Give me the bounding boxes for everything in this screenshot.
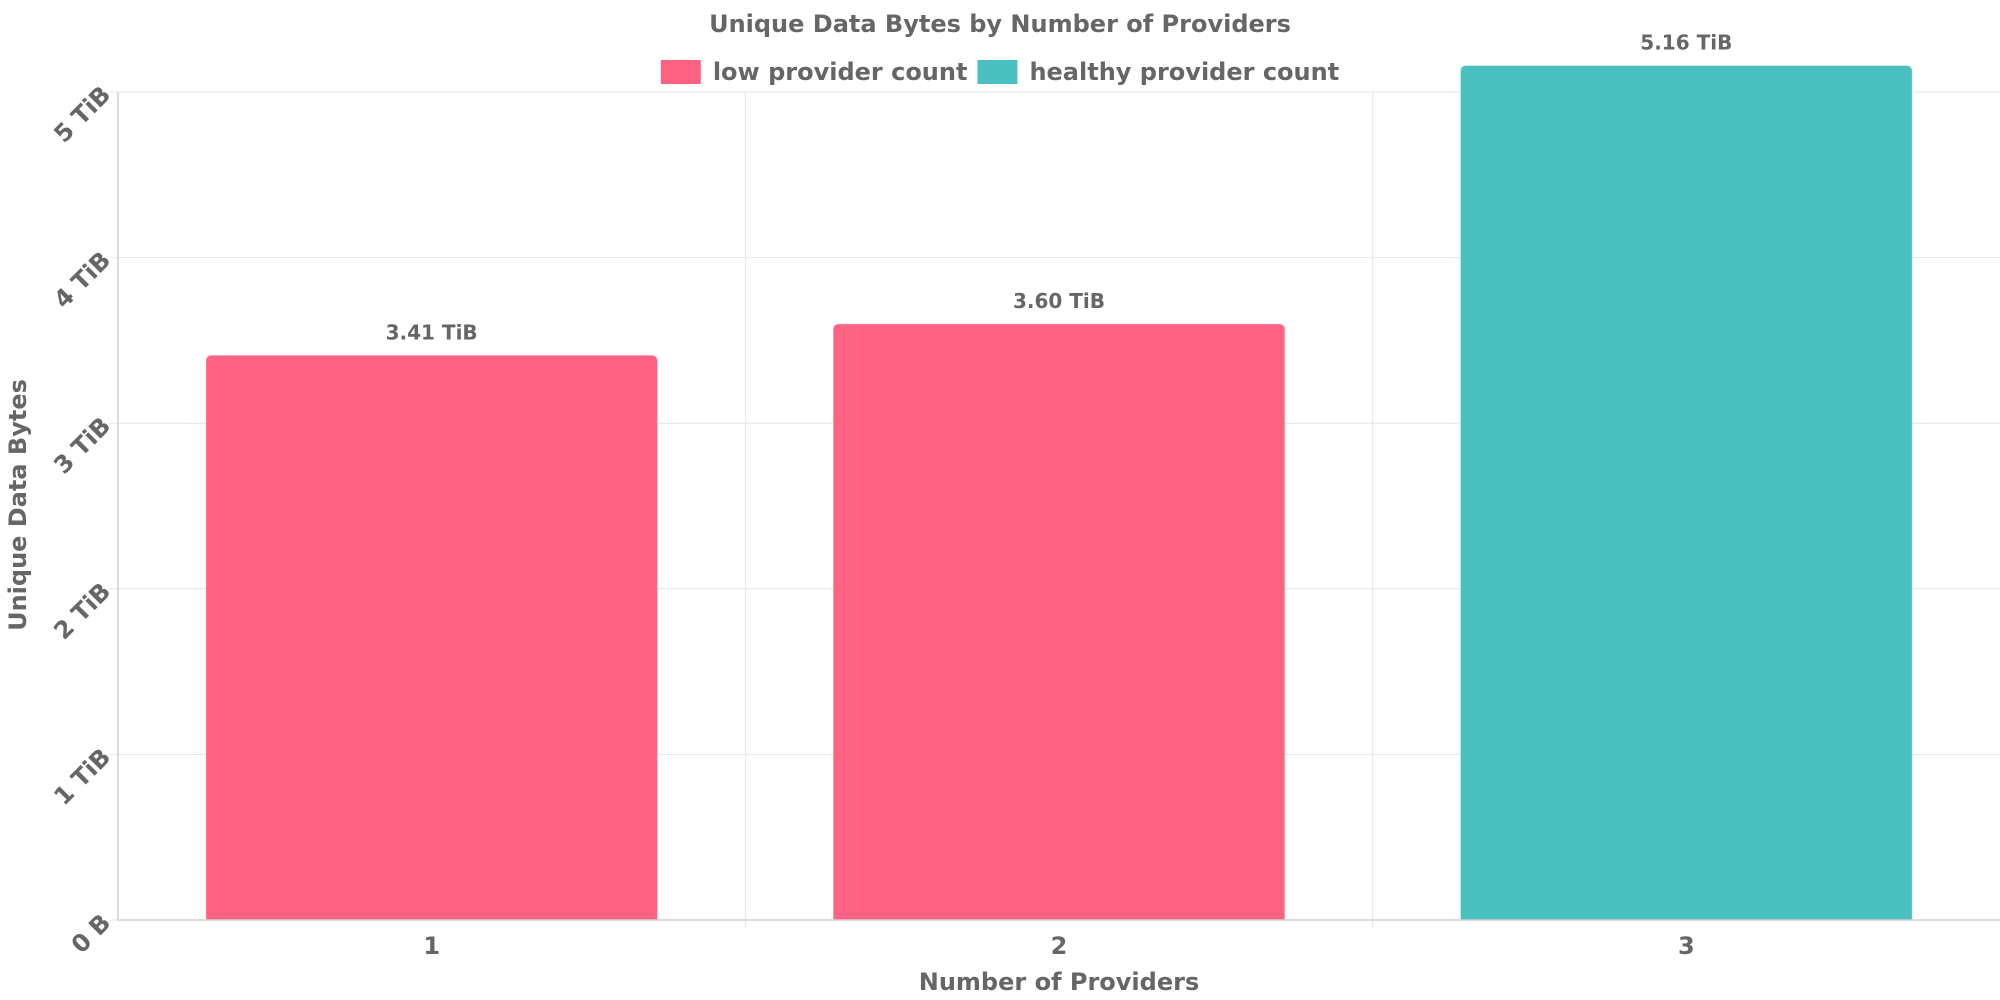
legend-item[interactable]: low provider count xyxy=(660,58,968,86)
y-axis-title: Unique Data Bytes xyxy=(4,379,32,631)
legend-swatch xyxy=(660,60,701,84)
bar-value-label: 5.16 TiB xyxy=(1640,31,1732,55)
y-tick-label: 3 TiB xyxy=(48,412,116,480)
x-axis-title: Number of Providers xyxy=(919,968,1199,996)
bar-2[interactable] xyxy=(832,323,1286,921)
chart-title: Unique Data Bytes by Number of Providers xyxy=(709,10,1291,38)
y-tick-label: 1 TiB xyxy=(48,743,116,811)
bar-1[interactable] xyxy=(205,354,659,921)
bar-value-label: 3.60 TiB xyxy=(1013,289,1105,313)
legend-label: healthy provider count xyxy=(1029,58,1339,86)
bars xyxy=(205,65,1913,921)
y-tick-label: 5 TiB xyxy=(48,80,116,148)
x-tick-label: 3 xyxy=(1678,932,1695,960)
data-labels: 3.41 TiB 3.60 TiB 5.16 TiB xyxy=(386,31,1733,345)
y-tick-label: 0 B xyxy=(66,908,116,958)
x-tick-label: 2 xyxy=(1051,932,1068,960)
bar-value-label: 3.41 TiB xyxy=(386,320,478,344)
legend-label: low provider count xyxy=(713,58,968,86)
y-tick-label: 2 TiB xyxy=(48,577,116,645)
x-tick-label: 1 xyxy=(423,932,440,960)
bar-3[interactable] xyxy=(1459,65,1913,921)
legend-swatch xyxy=(977,60,1018,84)
legend-item[interactable]: healthy provider count xyxy=(977,58,1339,86)
legend: low provider count healthy provider count xyxy=(660,58,1339,86)
y-tick-label: 4 TiB xyxy=(48,246,116,314)
